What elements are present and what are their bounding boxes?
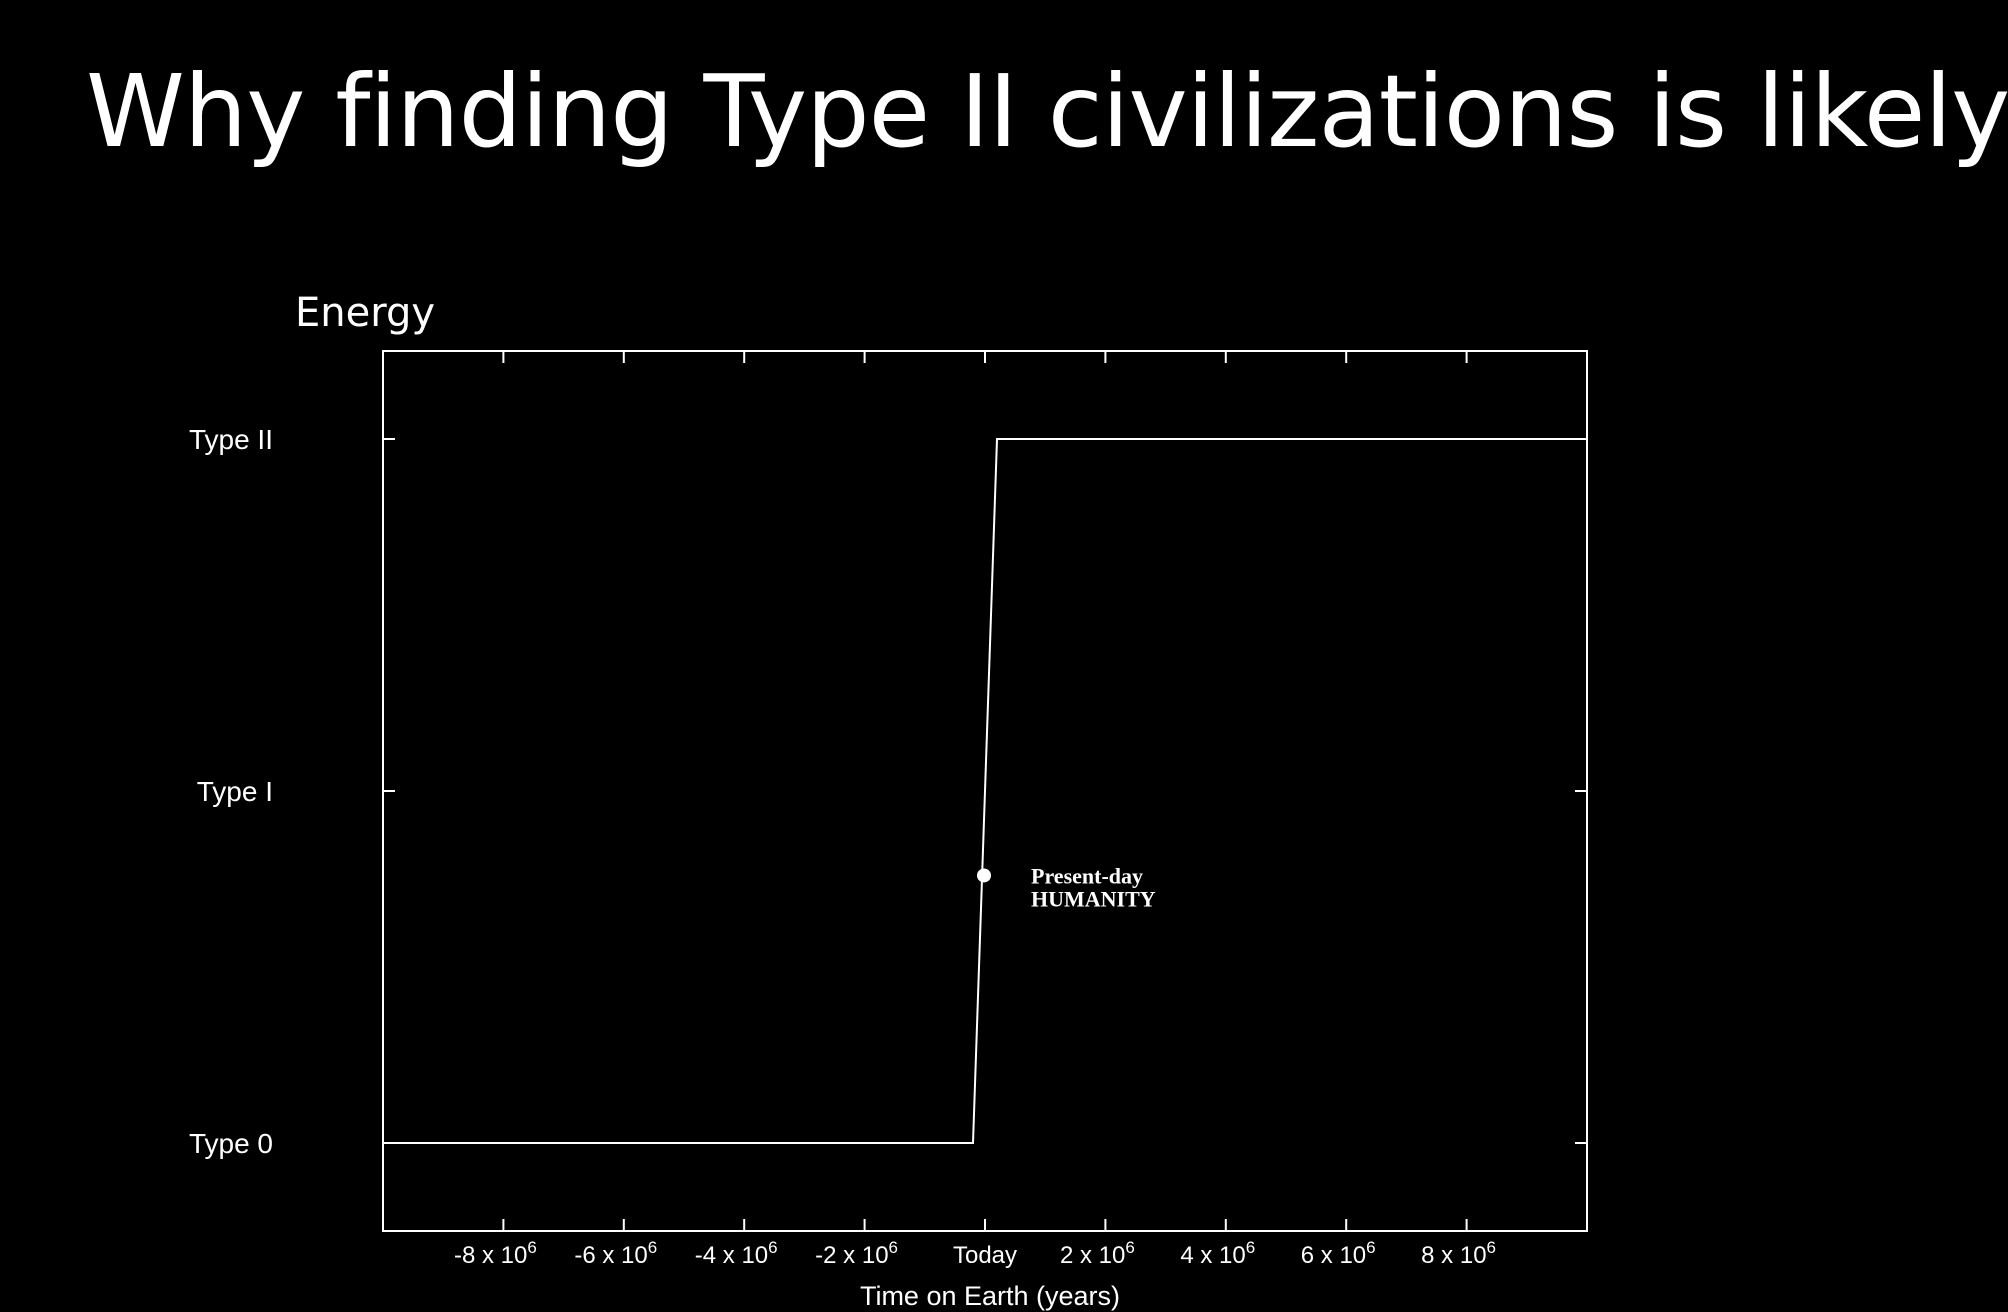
- x-axis-ticks: -8 x 106 -6 x 106 -4 x 106 -2 x 106 Today 2 x…: [454, 351, 1496, 1269]
- x-tick-label: -6 x 106: [574, 1238, 657, 1269]
- slide-title: Why finding Type II civilizations is lik…: [86, 53, 2008, 170]
- x-tick-label-base: -4 x 10: [695, 1242, 768, 1269]
- x-tick-label: 4 x 106: [1180, 1238, 1255, 1269]
- x-tick-label-base: 6 x 10: [1301, 1242, 1366, 1269]
- y-tick-label: Type 0: [189, 1128, 273, 1159]
- x-tick-label: 6 x 106: [1301, 1238, 1376, 1269]
- x-tick-label-base: -2 x 10: [815, 1242, 888, 1269]
- x-tick-label-base: 2 x 10: [1060, 1242, 1125, 1269]
- x-tick-label-exponent: 6: [889, 1238, 898, 1257]
- series-line: [383, 438, 1587, 1144]
- x-tick-label-exponent: 6: [1125, 1238, 1134, 1257]
- y-axis-title: Energy: [295, 290, 435, 336]
- x-tick-label-base: 4 x 10: [1180, 1242, 1245, 1269]
- x-tick-label-exponent: 6: [648, 1238, 657, 1257]
- x-tick-label-exponent: 6: [1487, 1238, 1496, 1257]
- y-axis-ticks: Type 0 Type I Type II: [189, 424, 1587, 1159]
- x-tick-label: Today: [953, 1242, 1017, 1269]
- x-tick-label-exponent: 6: [527, 1238, 536, 1257]
- x-tick-label-base: -8 x 10: [454, 1242, 527, 1269]
- x-tick-label: -4 x 106: [695, 1238, 778, 1269]
- x-tick-label-base: -6 x 10: [574, 1242, 647, 1269]
- x-tick-label-exponent: 6: [768, 1238, 777, 1257]
- x-tick-label-base: 8 x 10: [1421, 1242, 1486, 1269]
- x-tick-label: 2 x 106: [1060, 1238, 1135, 1269]
- y-tick-label: Type II: [189, 424, 273, 455]
- x-tick-label-exponent: 6: [1366, 1238, 1375, 1257]
- annotation-label-line: HUMANITY: [1031, 886, 1156, 911]
- x-tick-label-base: Today: [953, 1242, 1017, 1269]
- x-tick-label: -8 x 106: [454, 1238, 537, 1269]
- annotation-label-line: Present-day: [1031, 863, 1143, 888]
- y-tick-label: Type I: [197, 776, 273, 807]
- present-day-marker: [977, 868, 991, 883]
- x-tick-label: 8 x 106: [1421, 1238, 1496, 1269]
- x-axis-title: Time on Earth (years): [860, 1281, 1120, 1311]
- x-tick-label-exponent: 6: [1246, 1238, 1255, 1257]
- series-layer: [383, 438, 1587, 1144]
- x-tick-label: -2 x 106: [815, 1238, 898, 1269]
